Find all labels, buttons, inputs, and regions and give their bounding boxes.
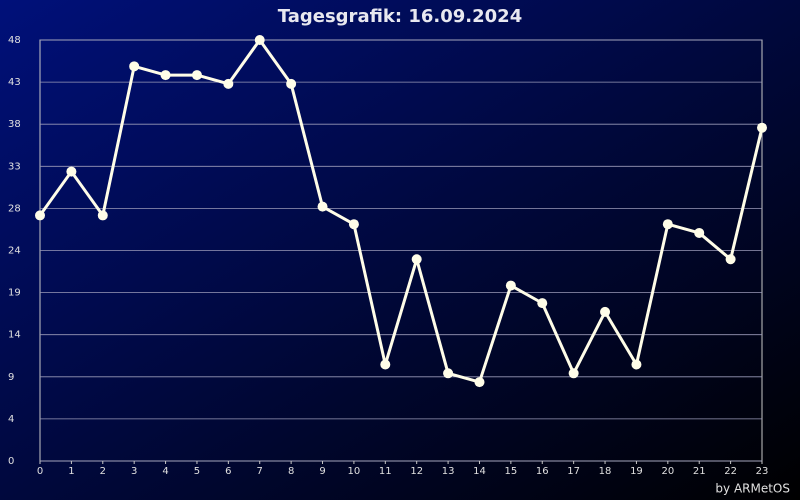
point: [254, 35, 265, 45]
point: [725, 254, 736, 265]
x-tick-label: 10: [348, 466, 361, 477]
y-tick-label: 28: [8, 203, 21, 214]
x-tick-label: 15: [505, 466, 518, 477]
point: [66, 166, 77, 177]
point: [97, 210, 108, 221]
x-tick-label: 17: [567, 466, 580, 477]
point: [757, 122, 767, 133]
x-tick-label: 21: [693, 466, 706, 477]
x-tick-label: 19: [630, 466, 643, 477]
x-tick-label: 16: [536, 466, 549, 477]
line: [38, 38, 764, 384]
x-tick-label: 3: [131, 466, 137, 477]
y-tick-label: 9: [8, 372, 14, 383]
x-tick-label: 6: [225, 466, 231, 477]
point: [505, 280, 516, 291]
y-tick-label: 4: [8, 414, 14, 425]
y-tick-label: 19: [8, 288, 21, 299]
x-tick-label: 0: [37, 466, 43, 477]
x-tick-label: 5: [194, 466, 200, 477]
x-tick-label: 11: [379, 466, 392, 477]
x-tick-label: 8: [288, 466, 294, 477]
point: [631, 359, 642, 370]
point: [223, 78, 234, 89]
point: [191, 70, 202, 81]
point: [662, 219, 673, 230]
point: [380, 359, 391, 370]
x-tick-label: 12: [410, 466, 423, 477]
y-tick-label: 38: [8, 119, 21, 130]
point: [348, 219, 359, 230]
x-tick-label: 23: [756, 466, 769, 477]
point: [35, 210, 45, 221]
x-tick-label: 7: [257, 466, 263, 477]
y-tick-label: 14: [8, 330, 21, 341]
x-tick-label: 4: [162, 466, 168, 477]
y-tick-label: 33: [8, 161, 21, 172]
x-tick-label: 13: [442, 466, 455, 477]
x-tick-label: 9: [319, 466, 325, 477]
y-tick-label: 48: [8, 35, 21, 46]
point: [160, 70, 171, 81]
point: [694, 227, 705, 238]
x-tick-label: 1: [68, 466, 74, 477]
x-tick-label: 20: [661, 466, 674, 477]
footer: by ARMetOS: [715, 482, 790, 496]
y-tick-label: 0: [8, 456, 14, 467]
y-tick-label: 24: [8, 246, 21, 257]
x-tick-label: 18: [599, 466, 612, 477]
x-tick-label: 22: [724, 466, 737, 477]
point: [317, 201, 328, 212]
chart-title: Tagesgrafik: 16.09.2024: [278, 6, 522, 27]
point: [129, 61, 140, 72]
point: [286, 78, 297, 89]
point: [600, 306, 611, 317]
x-tick-label: 14: [473, 466, 486, 477]
x-tick-label: 2: [100, 466, 106, 477]
point: [443, 368, 454, 379]
point: [411, 254, 422, 265]
point: [474, 377, 485, 388]
point: [537, 298, 548, 309]
point: [568, 368, 579, 379]
y-tick-label: 43: [8, 77, 21, 88]
